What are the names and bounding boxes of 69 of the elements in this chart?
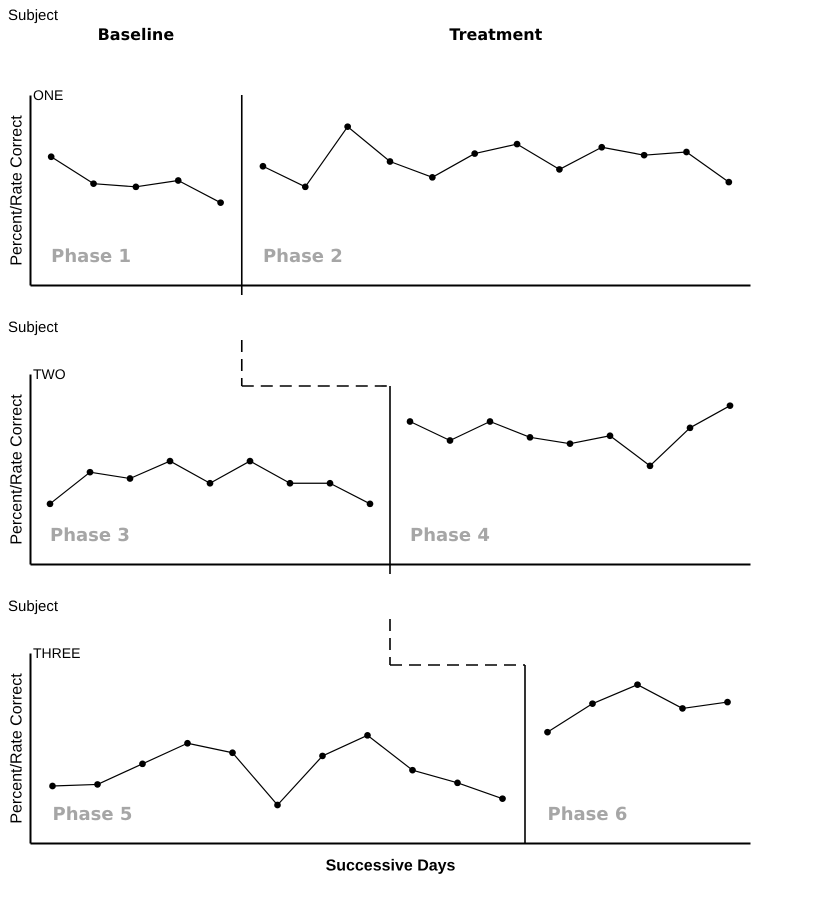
point: [217, 199, 224, 206]
point: [679, 705, 686, 712]
point: [302, 183, 309, 190]
point: [364, 732, 371, 739]
point: [206, 480, 214, 487]
point: [499, 795, 506, 802]
point: [606, 432, 614, 440]
point: [514, 140, 520, 148]
point: [48, 153, 55, 160]
point: [286, 480, 294, 487]
point: [556, 166, 563, 173]
point: [726, 402, 734, 410]
point: [686, 424, 694, 432]
y-axis-title: Percent/Rate Correct: [8, 672, 26, 824]
point: [724, 698, 731, 706]
point: [446, 437, 454, 444]
chart-title: Subject: [8, 598, 59, 616]
point: [406, 418, 414, 425]
text: Baseline: [98, 25, 174, 44]
point: [429, 174, 436, 181]
point: [386, 158, 394, 165]
point: [598, 144, 606, 151]
point: [86, 468, 94, 476]
point: [544, 728, 551, 736]
point: [174, 177, 182, 184]
point: [246, 458, 254, 464]
annotation: Phase 3: [50, 525, 130, 546]
point: [166, 458, 174, 464]
point: [409, 766, 416, 774]
y-axis-title: Percent/Rate Correct: [8, 114, 26, 266]
point: [94, 781, 101, 788]
point: [184, 740, 191, 747]
point: [725, 178, 732, 186]
point: [683, 148, 690, 156]
point: [486, 418, 494, 425]
chart-subtitle: THREE: [33, 645, 80, 661]
chart-subtitle: TWO: [33, 366, 66, 382]
point: [319, 752, 326, 760]
chart-subtitle: ONE: [33, 87, 64, 103]
point: [90, 180, 97, 188]
point: [139, 760, 146, 768]
point: [646, 462, 654, 470]
point: [126, 475, 134, 482]
point: [132, 183, 140, 190]
point: [46, 500, 54, 508]
point: [260, 162, 266, 170]
annotation: Phase 5: [52, 804, 132, 825]
point: [589, 700, 596, 708]
point: [454, 779, 461, 786]
point: [566, 440, 574, 448]
point: [326, 480, 334, 487]
point: [344, 123, 351, 130]
point: [49, 782, 56, 790]
point: [634, 681, 641, 688]
chart-title: Subject: [8, 7, 59, 24]
y-axis-title: Percent/Rate Correct: [8, 394, 26, 545]
annotation: Phase 1: [51, 246, 132, 267]
point: [274, 802, 281, 808]
point: [640, 152, 648, 159]
point: [229, 749, 236, 756]
point: [366, 500, 374, 508]
point: [526, 434, 534, 441]
annotation: Phase 4: [410, 525, 490, 546]
annotation: Phase 2: [262, 246, 343, 267]
chart-title: Subject: [8, 319, 59, 336]
point: [471, 150, 478, 157]
x-axis-title: Successive Days: [326, 858, 456, 874]
annotation: Phase 6: [548, 804, 628, 825]
text: Treatment: [449, 25, 543, 44]
